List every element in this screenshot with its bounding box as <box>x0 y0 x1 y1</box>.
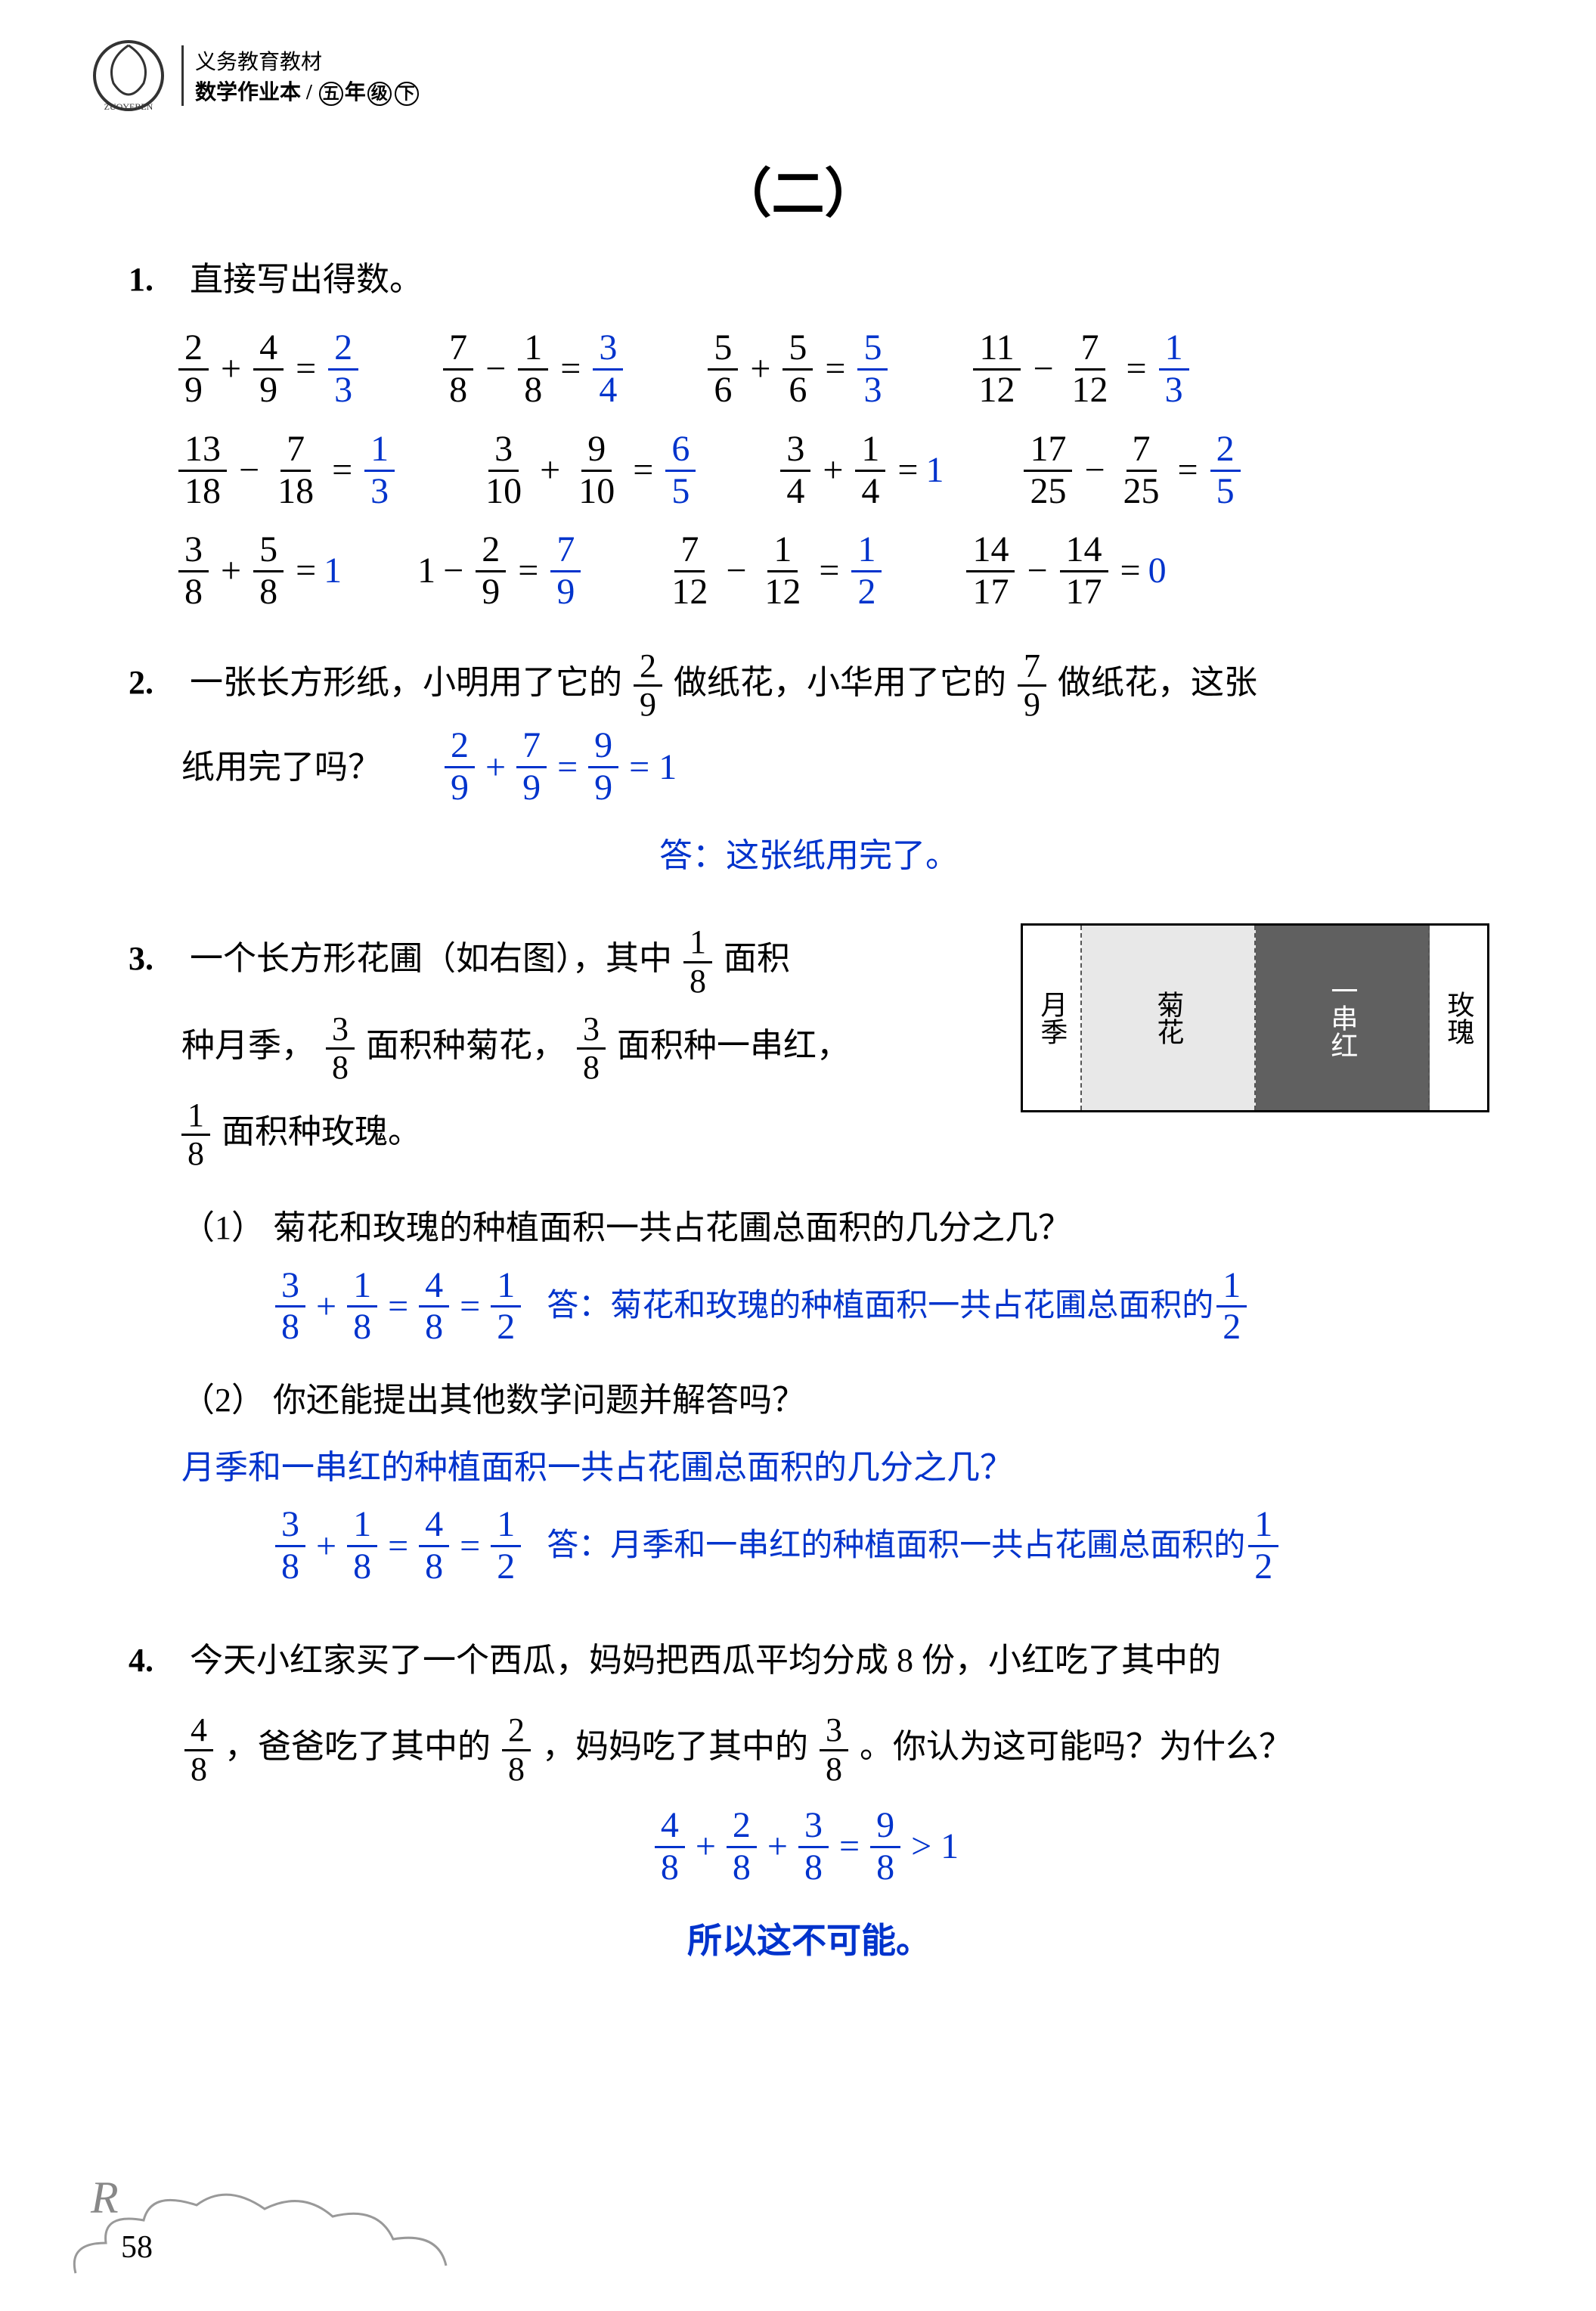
content-area: 1. 直接写出得数。 29+49=23 78−18=34 56+56=53 1112−… <box>129 250 1489 2003</box>
p2-answer: 答：这张纸用完了。 <box>129 826 1489 886</box>
p4-equation: 48 + 28 + 38 = 98 > 1 <box>129 1806 1489 1888</box>
p4-text: ，妈妈吃了其中的 <box>542 1728 808 1765</box>
fraction: 18 <box>683 924 712 1000</box>
equation: 1−29=79 <box>417 530 585 613</box>
equation: 1725−725=25 <box>1019 430 1244 512</box>
p2-equation: 29 + 79 = 99 = 1 <box>442 724 684 811</box>
sub-q-label: （1） <box>181 1209 265 1246</box>
fraction: 48 <box>184 1712 213 1788</box>
svg-text:ZUOYEBEN: ZUOYEBEN <box>104 101 153 112</box>
equation-row: 38+58=1 1−29=79 712−112=12 1417−1417=0 <box>174 530 1489 613</box>
equation: 34+14=1 <box>776 430 944 512</box>
p4-text: ，爸爸吃了其中的 <box>225 1728 491 1765</box>
p3-text: 面积种菊花， <box>366 1027 566 1064</box>
sub-q-text: 菊花和玫瑰的种植面积一共占花圃总面积的几分之几？ <box>273 1209 1071 1246</box>
garden-part-meigui: 玫瑰 <box>1430 926 1487 1110</box>
fraction: 38 <box>326 1011 355 1087</box>
equation: 712−112=12 <box>661 530 886 613</box>
fraction: 38 <box>820 1712 848 1788</box>
p3-text: 面积 <box>724 940 790 977</box>
equation: 78−18=34 <box>439 328 628 411</box>
fraction: 18 <box>181 1097 210 1173</box>
svg-text:R: R <box>90 2175 119 2223</box>
p4-conclusion: 所以这不可能。 <box>129 1910 1489 1973</box>
equation: 56+56=53 <box>703 328 892 411</box>
header-text: 义务教育教材 数学作业本 / 五年级下 <box>181 45 420 106</box>
page-number: 58 <box>121 2229 153 2266</box>
p4-text: 今天小红家买了一个西瓜，妈妈把西瓜平均分成 8 份，小红吃了其中的 <box>190 1642 1221 1679</box>
problem-number: 1. <box>129 250 181 309</box>
p2-text-2: 做纸花，小华用了它的 <box>674 664 1006 701</box>
sub-q1-answer: 答：菊花和玫瑰的种植面积一共占花圃总面积的 <box>547 1278 1213 1335</box>
sub-q2-equation: 38 + 18 = 48 = 12 答：月季和一串红的种植面积一共占花圃总面积的… <box>272 1505 1489 1587</box>
sub-question-2: （2） 你还能提出其他数学问题并解答吗？ 月季和一串红的种植面积一共占花圃总面积… <box>181 1370 1489 1587</box>
equation: 38+58=1 <box>174 530 342 613</box>
p2-text-4: 纸用完了吗？ <box>181 727 381 808</box>
p4-text: 。你认为这可能吗？为什么？ <box>860 1728 1292 1765</box>
problem-1: 1. 直接写出得数。 29+49=23 78−18=34 56+56=53 1112−… <box>129 250 1489 613</box>
problem-2: 2. 一张长方形纸，小明用了它的 29 做纸花，小华用了它的 79 做纸花，这张… <box>129 643 1489 886</box>
equation-row: 1318−718=13 310+910=65 34+14=1 1725−725=25 <box>174 430 1489 512</box>
problem-text: 直接写出得数。 <box>190 261 423 298</box>
p3-text: 一个长方形花圃（如右图），其中 <box>190 940 672 977</box>
p2-text-1: 一张长方形纸，小明用了它的 <box>190 664 622 701</box>
equation: 1318−718=13 <box>174 430 399 512</box>
fraction: 29 <box>634 648 662 724</box>
p3-text: 面积种一串红， <box>617 1027 850 1064</box>
garden-part-yichuanhong: 一串红 <box>1256 926 1430 1110</box>
sub-q1-equation: 38 + 18 = 48 = 12 答：菊花和玫瑰的种植面积一共占花圃总面积的 … <box>272 1266 1489 1348</box>
section-title: （二） <box>0 151 1596 228</box>
sub-question-1: （1） 菊花和玫瑰的种植面积一共占花圃总面积的几分之几？ 38 + 18 = 4… <box>181 1198 1489 1348</box>
problem-3: 3. 一个长方形花圃（如右图），其中 18 面积 种月季， 38 面积种菊花， … <box>129 916 1489 1587</box>
problem-number: 3. <box>129 916 181 1002</box>
equation-row: 29+49=23 78−18=34 56+56=53 1112−712=13 <box>174 328 1489 411</box>
problem-4: 4. 今天小红家买了一个西瓜，妈妈把西瓜平均分成 8 份，小红吃了其中的 48 … <box>129 1618 1489 1973</box>
equation: 1417−1417=0 <box>962 530 1166 613</box>
garden-part-juhua: 菊花 <box>1082 926 1256 1110</box>
fraction: 28 <box>502 1712 531 1788</box>
p3-text: 面积种玫瑰。 <box>222 1113 421 1150</box>
p3-text: 种月季， <box>181 1027 315 1064</box>
header-line1: 义务教育教材 <box>195 45 420 76</box>
equation: 29+49=23 <box>174 328 363 411</box>
student-question: 月季和一串红的种植面积一共占花圃总面积的几分之几？ <box>181 1438 1489 1497</box>
garden-diagram: 月季 菊花 一串红 玫瑰 <box>1021 923 1489 1112</box>
logo-icon: ZUOYEBEN <box>91 38 166 113</box>
sub-q-label: （2） <box>181 1382 265 1419</box>
problem-number: 4. <box>129 1618 181 1704</box>
fraction: 38 <box>577 1011 606 1087</box>
sub-q2-answer: 答：月季和一串红的种植面积一共占花圃总面积的 <box>547 1518 1245 1575</box>
fraction: 79 <box>1018 648 1046 724</box>
equation: 1112−712=13 <box>968 328 1193 411</box>
header-line2: 数学作业本 <box>195 81 301 104</box>
page-header: ZUOYEBEN 义务教育教材 数学作业本 / 五年级下 <box>91 38 420 113</box>
equation: 310+910=65 <box>475 430 700 512</box>
sub-q-text: 你还能提出其他数学问题并解答吗？ <box>273 1382 805 1419</box>
garden-part-yueji: 月季 <box>1023 926 1082 1110</box>
p2-text-3: 做纸花，这张 <box>1058 664 1257 701</box>
problem-number: 2. <box>129 643 181 723</box>
